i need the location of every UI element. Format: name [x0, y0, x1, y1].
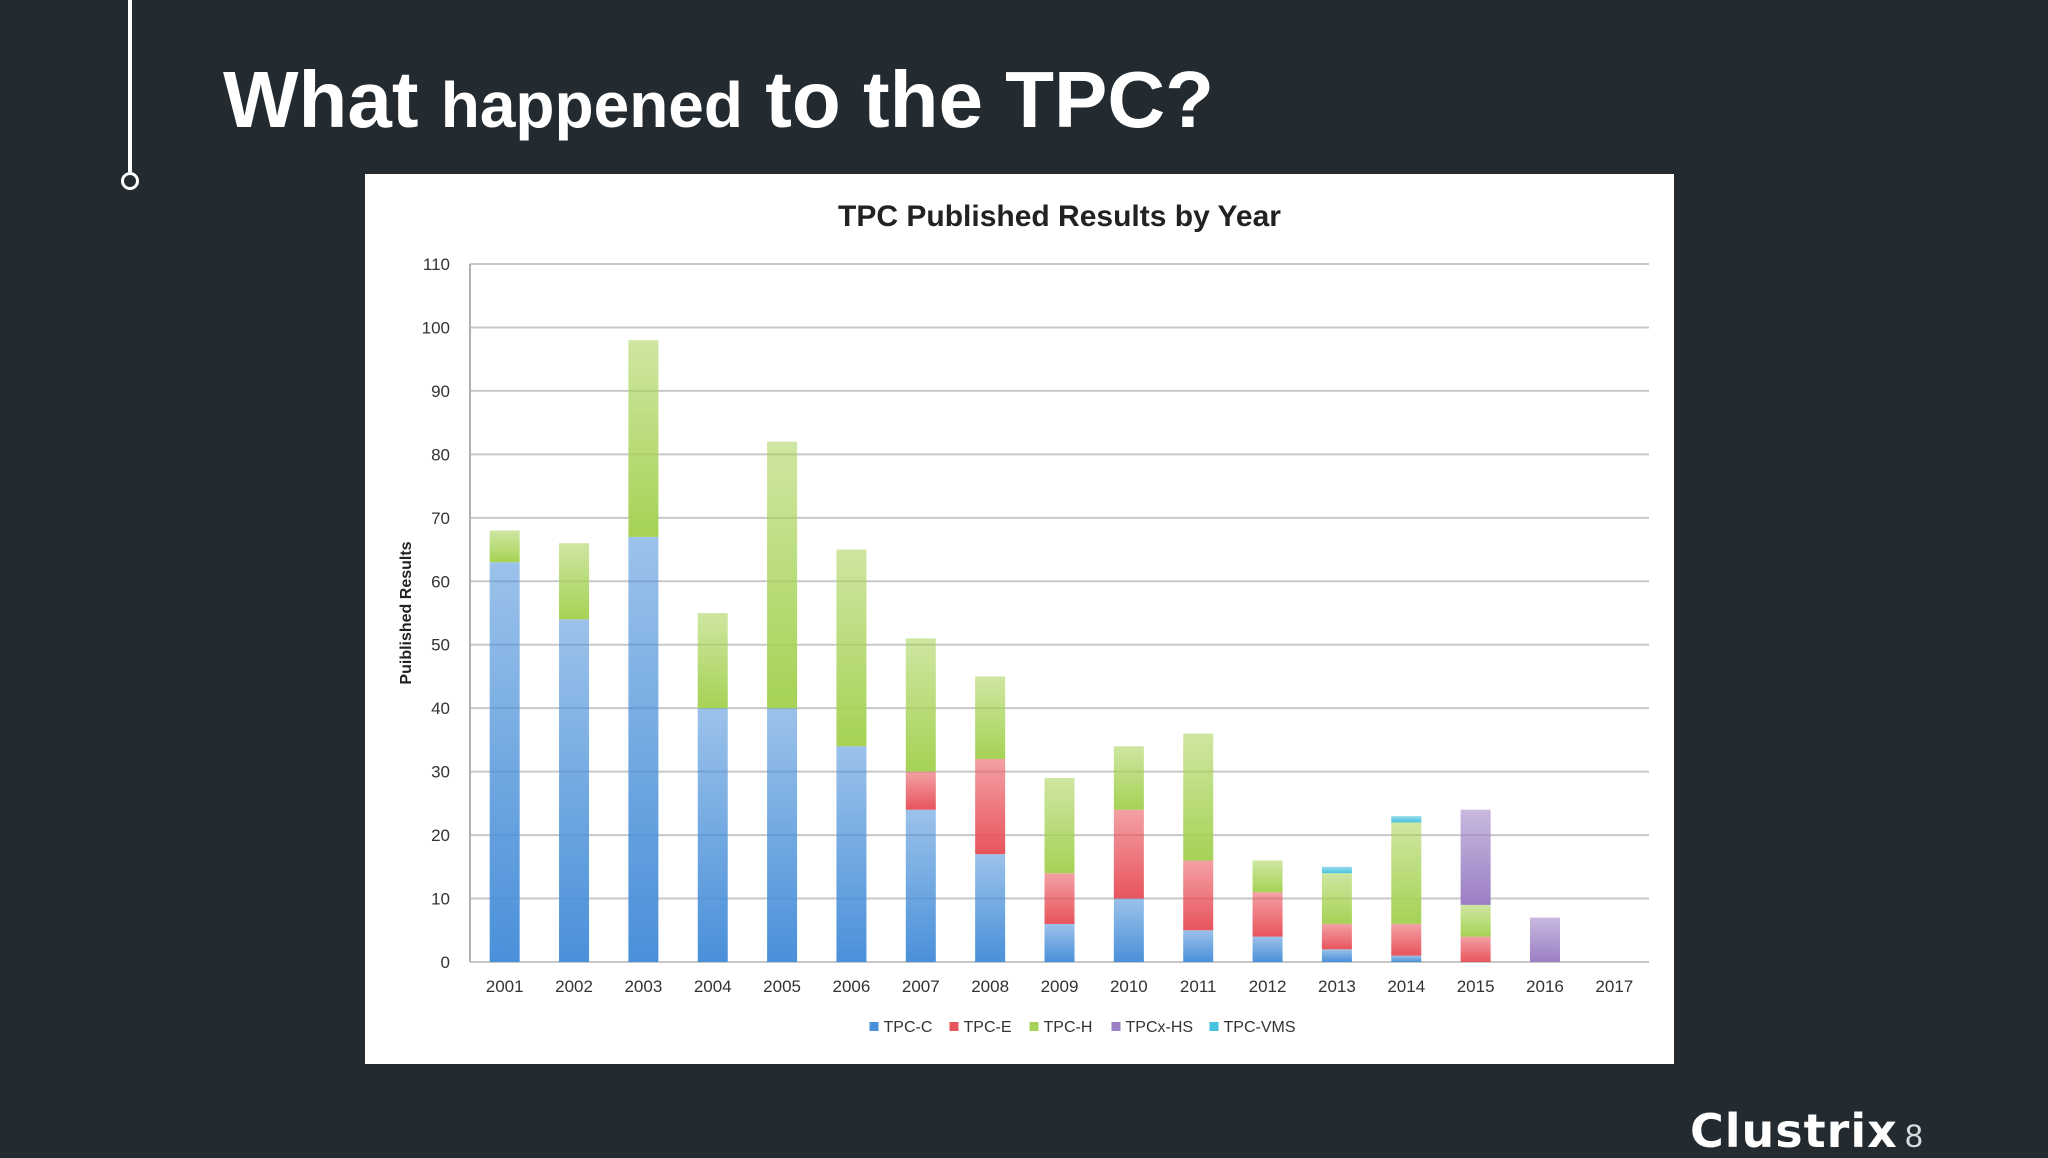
- legend-swatch: [1209, 1022, 1219, 1031]
- y-tick-label: 10: [431, 890, 450, 909]
- bar-segment: [1460, 936, 1491, 962]
- x-tick-label: 2001: [486, 977, 524, 996]
- legend-swatch: [949, 1022, 959, 1031]
- x-tick-label: 2011: [1180, 977, 1217, 996]
- y-tick-label: 90: [431, 382, 450, 401]
- bar-segment: [1391, 955, 1422, 962]
- bar-segment: [1044, 873, 1075, 924]
- clustrix-logo: Clustrix: [1690, 1104, 1898, 1158]
- bar-segment: [1044, 923, 1075, 962]
- y-tick-label: 50: [431, 636, 450, 655]
- x-tick-label: 2006: [833, 977, 871, 996]
- x-tick-label: 2007: [902, 977, 940, 996]
- bar-segment: [1183, 733, 1214, 861]
- legend-label: TPC-H: [1044, 1019, 1093, 1036]
- bar-segment: [975, 758, 1006, 855]
- bar-segment: [767, 441, 798, 709]
- y-tick-label: 60: [431, 572, 450, 591]
- x-tick-label: 2003: [624, 977, 662, 996]
- bar-segment: [1529, 917, 1560, 962]
- bar-segment: [559, 543, 590, 620]
- x-tick-label: 2014: [1387, 977, 1425, 996]
- y-tick-label: 30: [431, 763, 450, 782]
- y-tick-label: 110: [423, 255, 450, 274]
- bar-segment: [489, 562, 520, 962]
- bar-segment: [1113, 746, 1144, 810]
- bar-segment: [1321, 949, 1352, 962]
- x-tick-label: 2004: [694, 977, 732, 996]
- bar-segment: [1391, 923, 1422, 956]
- chart-title: TPC Published Results by Year: [838, 200, 1281, 233]
- y-tick-label: 0: [441, 953, 450, 972]
- bar-segment: [1044, 777, 1075, 874]
- bar-segment: [905, 809, 936, 962]
- bar-segment: [1252, 892, 1283, 937]
- y-axis-label: Puiblished Results: [398, 541, 415, 684]
- bar-segment: [489, 530, 520, 563]
- slide-title-part1: What: [223, 55, 441, 144]
- page-number: 8: [1905, 1118, 1923, 1154]
- bar-segment: [1183, 860, 1214, 931]
- bar-segment: [1252, 936, 1283, 962]
- bar-segment: [697, 708, 728, 962]
- x-tick-label: 2013: [1318, 977, 1356, 996]
- bar-segment: [975, 854, 1006, 962]
- chart-panel: TPC Published Results by Year 0 10 20 30 40 50…: [365, 174, 1674, 1064]
- legend-label: TPCx-HS: [1126, 1019, 1194, 1036]
- bar-segment: [1252, 860, 1283, 893]
- bar-segment: [1321, 873, 1352, 924]
- x-tick-label: 2009: [1041, 977, 1079, 996]
- y-tick-label: 20: [431, 826, 450, 845]
- x-tick-label: 2005: [763, 977, 801, 996]
- legend-label: TPC-C: [884, 1019, 933, 1036]
- y-tick-label: 100: [422, 318, 450, 337]
- bar-segment: [1321, 866, 1352, 874]
- legend-label: TPC-VMS: [1224, 1019, 1296, 1036]
- x-tick-label: 2015: [1457, 977, 1495, 996]
- bar-segment: [1183, 930, 1214, 962]
- bar-segment: [836, 549, 867, 747]
- bar-segment: [628, 536, 659, 962]
- y-tick-label: 40: [431, 699, 450, 718]
- bar-segment: [905, 771, 936, 810]
- bar-segment: [1321, 923, 1352, 950]
- bar-segment: [905, 638, 936, 772]
- slide-title: What happened to the TPC?: [223, 52, 1214, 153]
- slide-title-part3: to the TPC?: [742, 55, 1215, 144]
- bar-segment: [1460, 809, 1491, 905]
- x-tick-label: 2008: [971, 977, 1009, 996]
- bar-segment: [1113, 898, 1144, 962]
- bar-segment: [1460, 904, 1491, 937]
- bar-segment: [836, 746, 867, 962]
- y-tick-label: 70: [431, 509, 450, 528]
- bar-segment: [1113, 809, 1144, 899]
- x-tick-label: 2016: [1526, 977, 1564, 996]
- decorative-line: [128, 0, 132, 172]
- legend-swatch: [869, 1022, 879, 1031]
- bar-segment: [697, 613, 728, 709]
- bar-segment: [767, 708, 798, 962]
- x-tick-label: 2012: [1249, 977, 1287, 996]
- legend-swatch: [1111, 1022, 1121, 1031]
- x-tick-label: 2010: [1110, 977, 1148, 996]
- decorative-circle: [121, 172, 139, 190]
- legend-label: TPC-E: [964, 1019, 1012, 1036]
- bar-segment: [975, 676, 1006, 759]
- stacked-bar-chart: TPC Published Results by Year 0 10 20 30 40 50…: [398, 200, 1649, 1036]
- bar-segment: [628, 340, 659, 537]
- x-tick-label: 2002: [555, 977, 593, 996]
- x-tick-label: 2017: [1595, 977, 1633, 996]
- legend-swatch: [1029, 1022, 1039, 1031]
- y-tick-label: 80: [431, 445, 450, 464]
- bar-segment: [1391, 822, 1422, 924]
- slide-title-part2: happened: [440, 69, 743, 141]
- bar-segment: [559, 619, 590, 962]
- bar-segment: [1391, 816, 1422, 823]
